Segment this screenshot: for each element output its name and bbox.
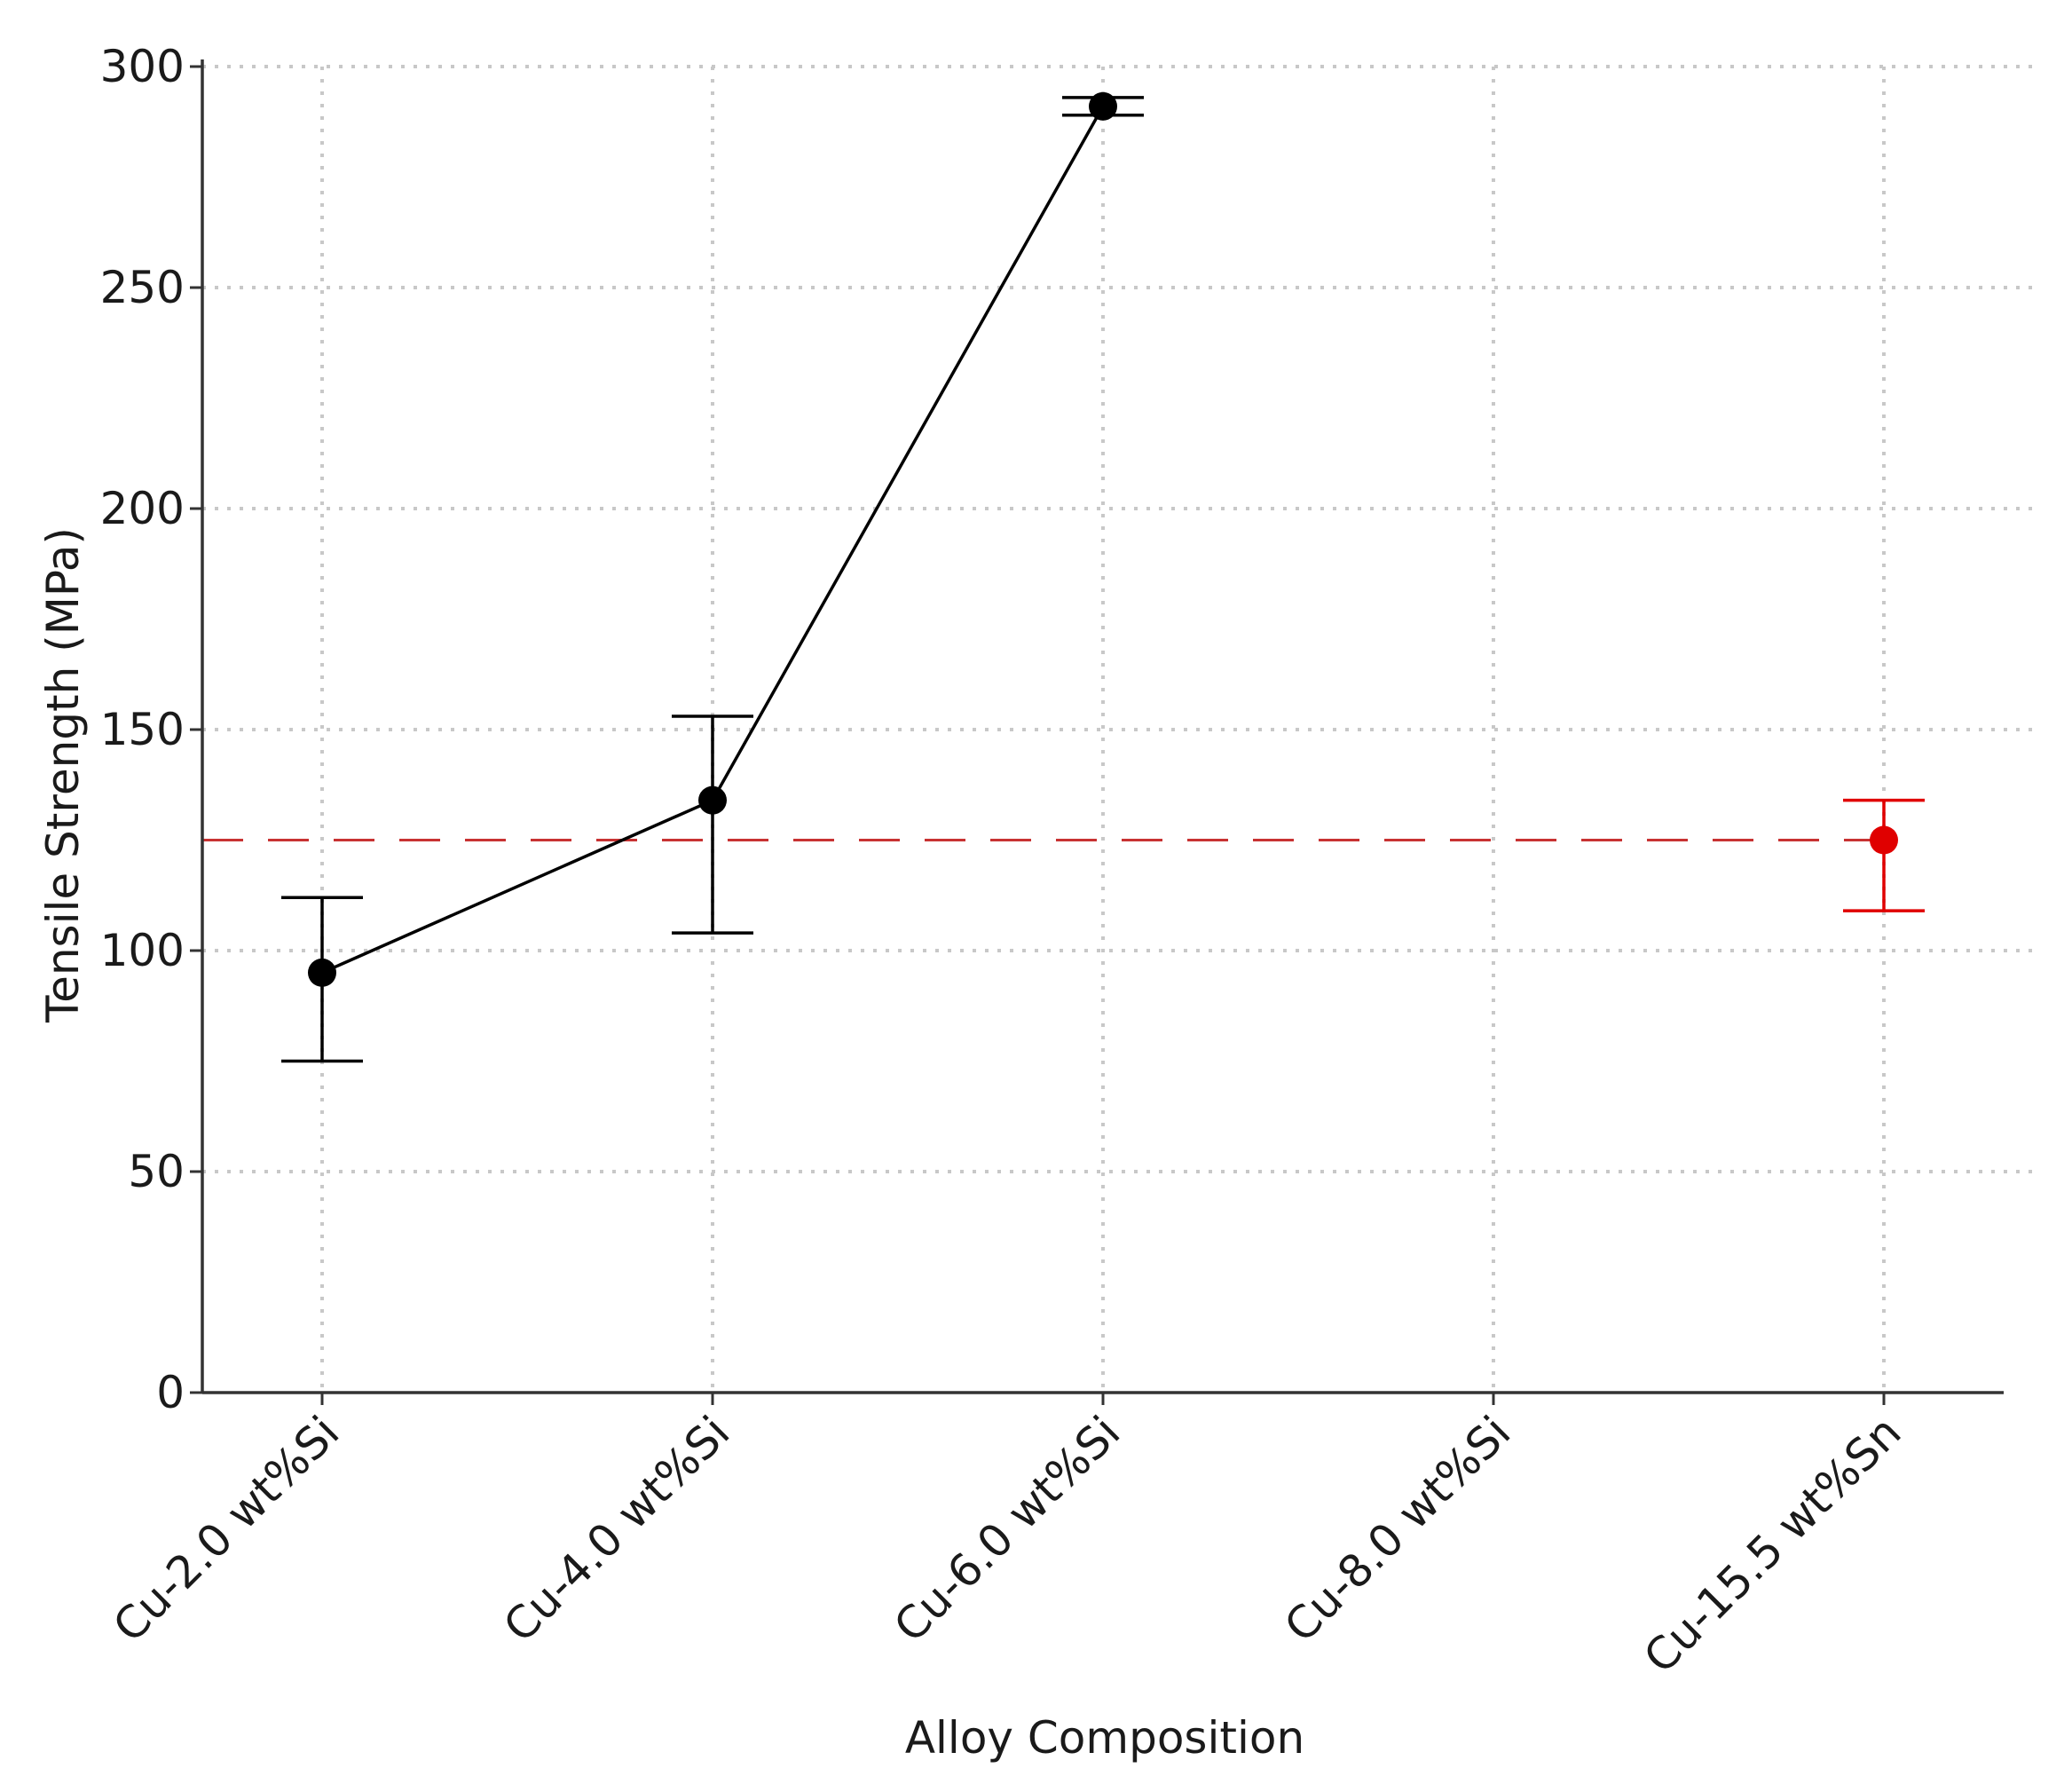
- data-point: [1870, 825, 1898, 855]
- y-tick-label: 200: [100, 483, 185, 534]
- y-axis-title: Tensile Strength (MPa): [37, 527, 89, 1023]
- y-tick-label: 50: [128, 1146, 185, 1197]
- x-tick-label: Cu-15.5 wt%Sn: [1634, 1406, 1910, 1683]
- data-point: [1089, 91, 1117, 121]
- axes-layer: [190, 59, 2004, 1405]
- x-tick-label: Cu-2.0 wt%Si: [104, 1406, 350, 1652]
- y-tick-label: 250: [100, 262, 185, 313]
- series-layer: [281, 91, 1925, 1063]
- data-point: [308, 958, 336, 987]
- y-tick-label: 300: [100, 41, 185, 92]
- y-tick-label: 150: [100, 704, 185, 755]
- grid-layer: [202, 65, 2037, 1393]
- x-tick-label: Cu-6.0 wt%Si: [885, 1406, 1131, 1652]
- y-tick-label: 100: [100, 925, 185, 976]
- x-axis-title: Alloy Composition: [905, 1712, 1304, 1764]
- data-point: [698, 785, 727, 815]
- labels-layer: 0 50 100 150 200 250 300 Cu-2.0 wt%Si Cu-4.0 wt%…: [100, 41, 1911, 1684]
- x-tick-label: Cu-4.0 wt%Si: [494, 1406, 740, 1652]
- y-tick-label: 0: [156, 1367, 185, 1418]
- x-tick-label: Cu-8.0 wt%Si: [1275, 1406, 1521, 1652]
